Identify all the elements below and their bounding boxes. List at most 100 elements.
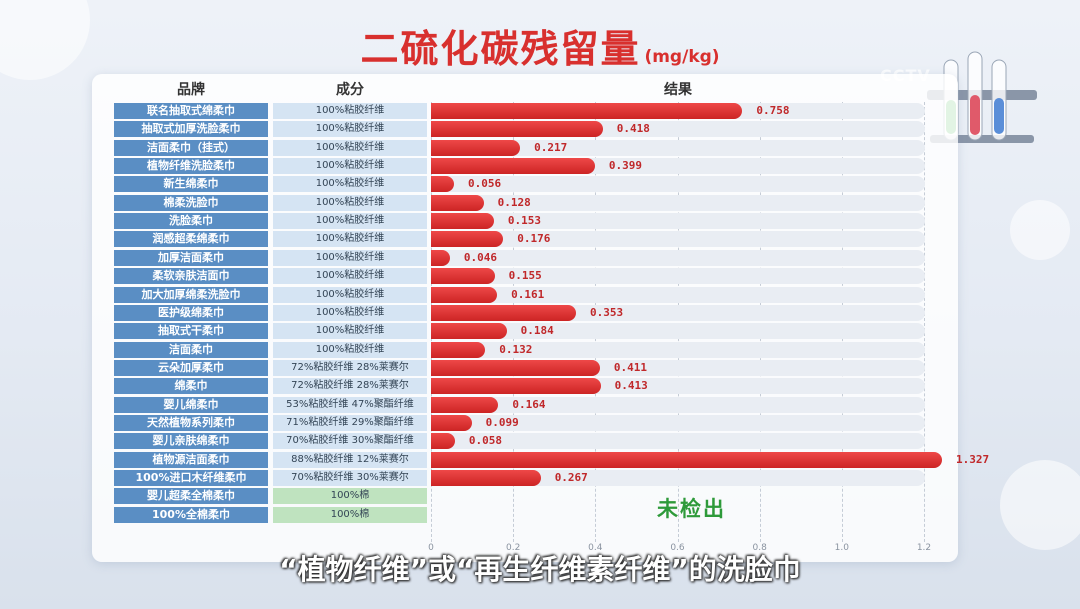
brand-cell: 婴儿超柔全棉柔巾 — [114, 488, 268, 505]
result-bar — [431, 249, 450, 266]
ingredient-cell: 100%粘胶纤维 — [273, 139, 427, 156]
value-label: 0.099 — [485, 415, 519, 429]
brand-cell: 婴儿绵柔巾 — [114, 396, 268, 413]
value-label: 0.058 — [468, 434, 502, 448]
ingredient-cell: 70%粘胶纤维 30%莱赛尔 — [273, 470, 427, 486]
ingredient-cell: 100%粘胶纤维 — [273, 323, 427, 340]
background-bubble — [1010, 200, 1070, 260]
bar-track — [431, 249, 925, 266]
value-label: 0.758 — [756, 104, 790, 117]
gridline — [595, 102, 597, 542]
ingredient-cell: 100%粘胶纤维 — [273, 213, 427, 230]
ingredient-cell: 53%粘胶纤维 47%聚酯纤维 — [273, 396, 427, 413]
ingredient-cell: 100%粘胶纤维 — [273, 231, 427, 248]
brand-cell: 医护级绵柔巾 — [114, 304, 268, 321]
result-bar — [431, 323, 507, 340]
gridline — [924, 102, 925, 542]
value-label: 0.046 — [463, 250, 498, 264]
brand-cell: 100%进口木纤维柔巾 — [114, 470, 268, 486]
value-label: 0.056 — [468, 177, 502, 191]
value-label: 0.353 — [590, 305, 624, 319]
value-label: 0.267 — [554, 471, 588, 484]
bar-track — [431, 433, 925, 450]
x-tick-label: 0.4 — [588, 543, 603, 553]
bar-track — [431, 268, 925, 285]
bar-track — [431, 213, 925, 230]
bar-track — [431, 176, 925, 193]
value-label: 0.217 — [534, 140, 568, 154]
result-bar — [431, 268, 495, 285]
brand-cell: 抽取式加厚洗脸柔巾 — [114, 121, 268, 138]
bar-track — [431, 396, 925, 413]
value-label: 0.155 — [508, 269, 542, 283]
bar-track — [431, 414, 925, 431]
brand-cell: 加厚洁面柔巾 — [114, 249, 268, 266]
gridline — [677, 102, 679, 542]
ingredient-cell: 88%粘胶纤维 12%莱赛尔 — [273, 451, 427, 468]
ingredient-cell: 100%粘胶纤维 — [273, 121, 427, 138]
bar-track — [431, 194, 925, 211]
ingredient-cell: 100%粘胶纤维 — [273, 176, 427, 193]
value-label: 0.411 — [613, 360, 647, 374]
gridline — [431, 102, 432, 542]
brand-cell: 绵柔巾 — [114, 378, 268, 395]
chart-unit: (mg/kg) — [644, 47, 720, 67]
result-bar — [431, 176, 454, 193]
result-bar — [431, 213, 494, 230]
x-tick-label: 1.0 — [834, 543, 849, 553]
gridline — [513, 102, 515, 542]
result-bar — [431, 433, 455, 450]
x-tick-label: 0.8 — [752, 543, 767, 553]
brand-cell: 加大加厚绵柔洗脸巾 — [114, 286, 268, 303]
brand-cell: 棉柔洗脸巾 — [114, 194, 268, 211]
value-label: 0.132 — [499, 342, 533, 356]
gridline — [841, 102, 843, 542]
brand-cell: 洁面柔巾（挂式） — [114, 139, 268, 156]
ingredient-cell: 100%粘胶纤维 — [273, 286, 427, 303]
ingredient-cell: 100%粘胶纤维 — [273, 158, 427, 175]
x-tick-label: 0.2 — [505, 543, 521, 553]
brand-cell: 天然植物系列柔巾 — [114, 414, 268, 431]
bar-track — [431, 470, 925, 486]
value-label: 0.418 — [616, 122, 650, 136]
value-label: 0.161 — [511, 287, 545, 301]
header-brand: 品牌 — [177, 82, 205, 98]
header-ingredient: 成分 — [336, 82, 364, 98]
bar-track — [431, 286, 925, 303]
x-tick-label: 0.6 — [670, 543, 685, 553]
ingredient-cell: 100%棉 — [273, 488, 427, 505]
result-bar — [431, 470, 541, 486]
value-label: 0.413 — [614, 379, 648, 393]
result-bar — [431, 139, 521, 156]
result-bar — [431, 359, 600, 376]
result-bar — [431, 396, 499, 413]
brand-cell: 新生绵柔巾 — [114, 176, 268, 193]
ingredient-cell: 100%粘胶纤维 — [273, 103, 427, 119]
brand-cell: 抽取式干柔巾 — [114, 323, 268, 340]
brand-cell: 洗脸柔巾 — [114, 213, 268, 230]
bar-track — [431, 139, 925, 156]
value-label: 0.399 — [608, 159, 643, 173]
brand-cell: 婴儿亲肤绵柔巾 — [114, 433, 268, 450]
value-label: 0.184 — [520, 324, 554, 338]
brand-cell: 联名抽取式绵柔巾 — [114, 103, 268, 119]
ingredient-cell: 100%粘胶纤维 — [273, 268, 427, 285]
video-subtitle: “植物纤维”或“再生纤维素纤维”的洗脸巾 — [279, 553, 801, 586]
result-bar — [431, 304, 577, 321]
ingredient-cell: 100%粘胶纤维 — [273, 304, 427, 321]
value-label: 1.327 — [956, 452, 990, 466]
ingredient-cell: 72%粘胶纤维 28%莱赛尔 — [273, 378, 427, 395]
result-bar — [431, 158, 595, 175]
bar-track — [431, 231, 925, 248]
brand-cell: 植物源洁面柔巾 — [114, 451, 268, 468]
bar-track — [431, 323, 925, 340]
header-result: 结果 — [664, 82, 692, 98]
result-bar — [431, 231, 504, 248]
result-bar — [431, 451, 942, 468]
not-detected-label: 未检出 — [657, 497, 726, 521]
value-label: 0.176 — [517, 232, 551, 246]
brand-cell: 润感超柔绵柔巾 — [114, 231, 268, 248]
bar-track — [431, 341, 925, 358]
result-bar — [431, 121, 603, 138]
x-tick-label: 0 — [428, 543, 434, 553]
